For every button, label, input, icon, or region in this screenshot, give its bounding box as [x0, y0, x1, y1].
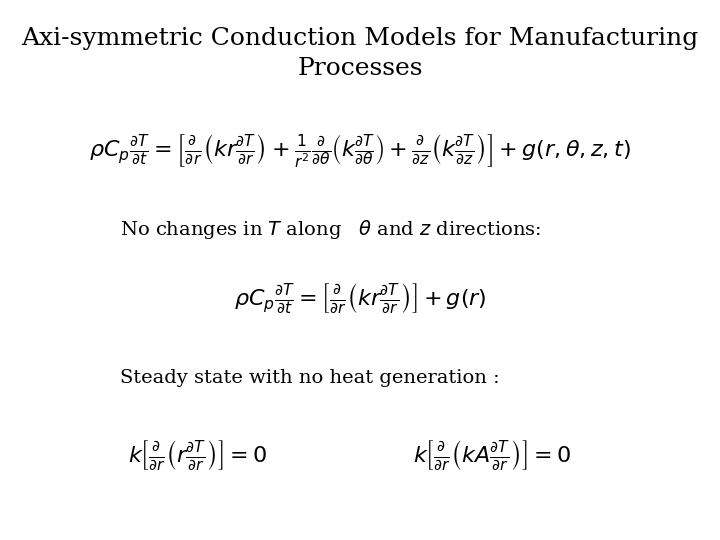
Text: Steady state with no heat generation :: Steady state with no heat generation :: [120, 369, 500, 387]
Text: Axi-symmetric Conduction Models for Manufacturing: Axi-symmetric Conduction Models for Manu…: [22, 27, 698, 50]
Text: No changes in $T$ along $\;$ $\theta$ and $z$ directions:: No changes in $T$ along $\;$ $\theta$ an…: [120, 218, 541, 241]
Text: Processes: Processes: [297, 57, 423, 80]
Text: $\rho C_p \frac{\partial T}{\partial t} = \left[ \frac{\partial}{\partial r}\lef: $\rho C_p \frac{\partial T}{\partial t} …: [89, 132, 631, 170]
Text: $k\left[ \frac{\partial}{\partial r}\left( r\frac{\partial T}{\partial r}\right): $k\left[ \frac{\partial}{\partial r}\lef…: [128, 438, 267, 474]
Text: $\rho C_p \frac{\partial T}{\partial t} = \left[ \frac{\partial}{\partial r}\lef: $\rho C_p \frac{\partial T}{\partial t} …: [234, 282, 486, 318]
Text: $k\left[ \frac{\partial}{\partial r}\left( kA\frac{\partial T}{\partial r}\right: $k\left[ \frac{\partial}{\partial r}\lef…: [413, 438, 571, 474]
